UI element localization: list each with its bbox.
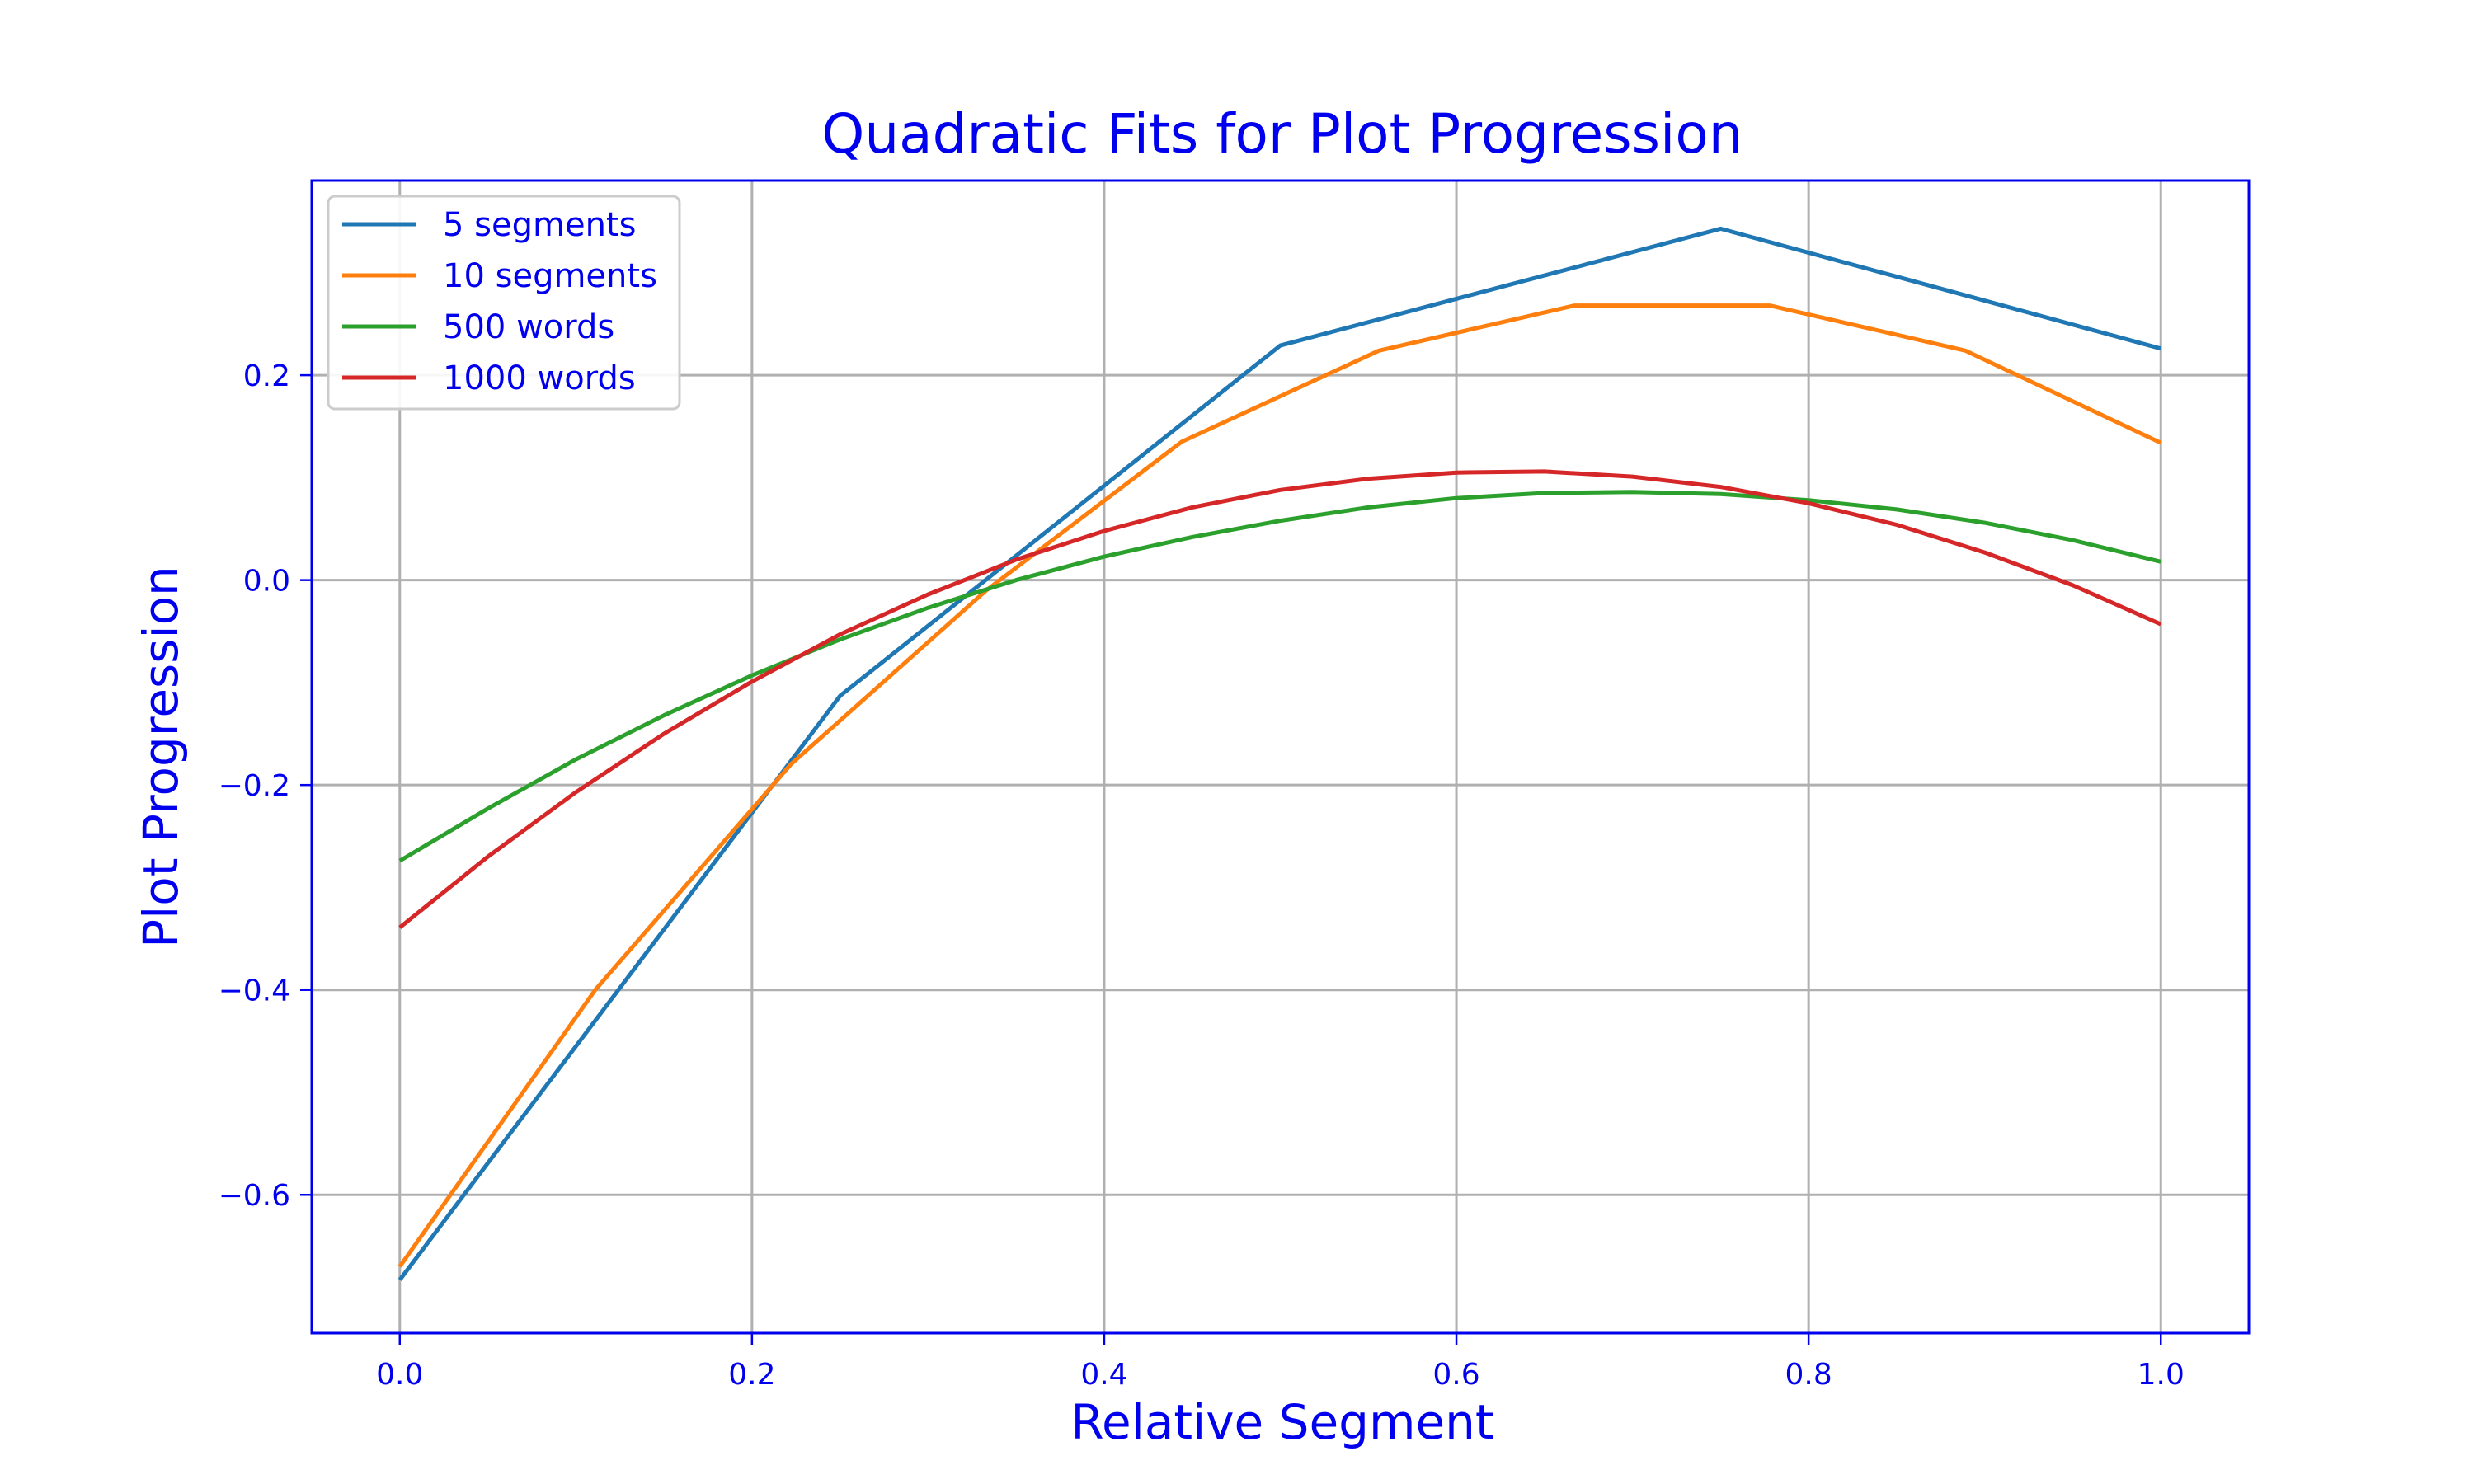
legend-box (327, 195, 681, 411)
series-line-10-segments (397, 303, 2162, 1268)
x-tick-label: 0.4 (1080, 1358, 1127, 1392)
x-tick-label: 0.8 (1785, 1358, 1832, 1392)
x-tick-label: 0.2 (728, 1358, 775, 1392)
y-tick-label: 0.0 (243, 565, 290, 599)
series-10-segments (397, 303, 2162, 1268)
legend-label: 5 segments (443, 206, 636, 244)
series-line-1000-words (398, 469, 2162, 929)
y-tick-label: 0.2 (243, 359, 290, 393)
series-5-segments (397, 226, 2161, 1281)
x-tick-label: 1.0 (2138, 1358, 2185, 1392)
y-tick-label: −0.2 (219, 769, 290, 803)
y-tick-label: −0.4 (219, 974, 290, 1008)
axis-ticks: 0.0 0.2 0.4 0.6 0.8 1.0 −0.6 −0.4 −0.2 0.0 0.2 (219, 359, 2185, 1392)
legend-item-10-segments: 10 segments (342, 257, 657, 295)
legend-item-500-words: 500 words (342, 308, 614, 346)
legend-label: 500 words (443, 308, 614, 346)
grid (312, 181, 2249, 1333)
y-tick-label: −0.6 (219, 1179, 290, 1213)
plot-frame (310, 179, 2251, 1335)
x-axis-title: Relative Segment (1070, 1394, 1493, 1450)
legend-item-5-segments: 5 segments (342, 206, 636, 244)
y-axis-title: Plot Progression (133, 566, 189, 948)
series-500-words (398, 490, 2161, 863)
legend-item-1000-words: 1000 words (342, 359, 636, 397)
series-line-5-segments (397, 226, 2161, 1281)
plot-series (397, 226, 2162, 1281)
legend: 5 segments 10 segments 500 words 1000 words (327, 195, 681, 411)
legend-label: 10 segments (443, 257, 657, 295)
series-line-500-words (398, 490, 2161, 863)
legend-label: 1000 words (443, 359, 636, 397)
x-tick-label: 0.6 (1432, 1358, 1479, 1392)
chart-title: Quadratic Fits for Plot Progression (821, 102, 1743, 166)
series-1000-words (398, 469, 2162, 929)
x-tick-label: 0.0 (376, 1358, 423, 1392)
